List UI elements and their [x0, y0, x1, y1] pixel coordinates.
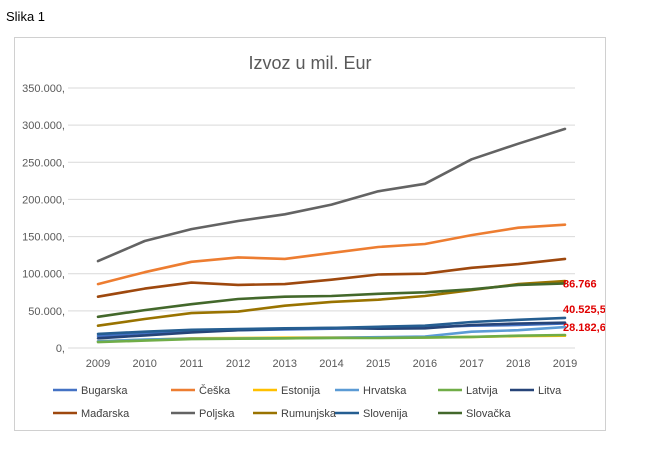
y-tick-label: 0, — [56, 343, 65, 355]
legend-label: Poljska — [199, 408, 235, 420]
x-tick-label: 2013 — [273, 358, 297, 370]
legend: Bugarska Češka Estonija Hrvatska Latvija Litv… — [53, 384, 562, 420]
series-line-latvija — [96, 333, 567, 344]
y-axis: 0, 50.000, 100.000, 150.000, 200.000, 250.000… — [22, 83, 65, 355]
legend-label: Slovačka — [466, 408, 512, 420]
y-tick-label: 250.000, — [22, 157, 65, 169]
series-line-mađarska — [96, 257, 567, 299]
legend-label: Bugarska — [81, 385, 128, 397]
data-label: 86.766 — [563, 279, 597, 291]
x-tick-label: 2016 — [413, 358, 437, 370]
series-line-poljska — [96, 127, 567, 263]
legend-label: Latvija — [466, 385, 499, 397]
figure-caption: Slika 1 — [6, 9, 46, 24]
y-tick-label: 100.000, — [22, 269, 65, 281]
chart-frame: Izvoz u mil. Eur 0, 50.000, 100.000, 150.00… — [14, 37, 606, 431]
y-tick-label: 300.000, — [22, 120, 65, 132]
series-line-slovačka — [96, 282, 567, 319]
x-tick-label: 2009 — [86, 358, 110, 370]
x-tick-label: 2011 — [180, 358, 204, 370]
y-tick-label: 50.000, — [28, 306, 65, 318]
chart-title: Izvoz u mil. Eur — [248, 53, 371, 73]
series-line-slovenija — [96, 316, 567, 336]
x-tick-label: 2015 — [366, 358, 390, 370]
line-chart: Izvoz u mil. Eur 0, 50.000, 100.000, 150.00… — [22, 53, 605, 420]
legend-label: Hrvatska — [363, 385, 407, 397]
x-tick-label: 2014 — [319, 358, 343, 370]
legend-label: Mađarska — [81, 408, 130, 420]
x-axis: 2009 2010 2011 2012 2013 2014 2015 2016 2017 2018… — [86, 358, 577, 370]
x-tick-label: 2010 — [132, 358, 156, 370]
data-label: 40.525,5 — [563, 304, 605, 316]
legend-label: Estonija — [281, 385, 321, 397]
gridlines — [68, 87, 575, 349]
legend-label: Češka — [199, 384, 231, 397]
legend-label: Litva — [538, 385, 562, 397]
data-label: 28.182,6 — [563, 322, 605, 334]
series-line-češka — [96, 223, 567, 286]
y-tick-label: 150.000, — [22, 232, 65, 244]
x-tick-label: 2018 — [506, 358, 530, 370]
x-tick-label: 2017 — [459, 358, 483, 370]
series-lines — [96, 127, 567, 344]
x-tick-label: 2012 — [226, 358, 250, 370]
y-tick-label: 350.000, — [22, 83, 65, 95]
legend-label: Rumunjska — [281, 408, 337, 420]
y-tick-label: 200.000, — [22, 194, 65, 206]
data-labels: 86.766 40.525,5 28.182,6 — [563, 279, 605, 335]
x-tick-label: 2019 — [553, 358, 577, 370]
legend-label: Slovenija — [363, 408, 409, 420]
